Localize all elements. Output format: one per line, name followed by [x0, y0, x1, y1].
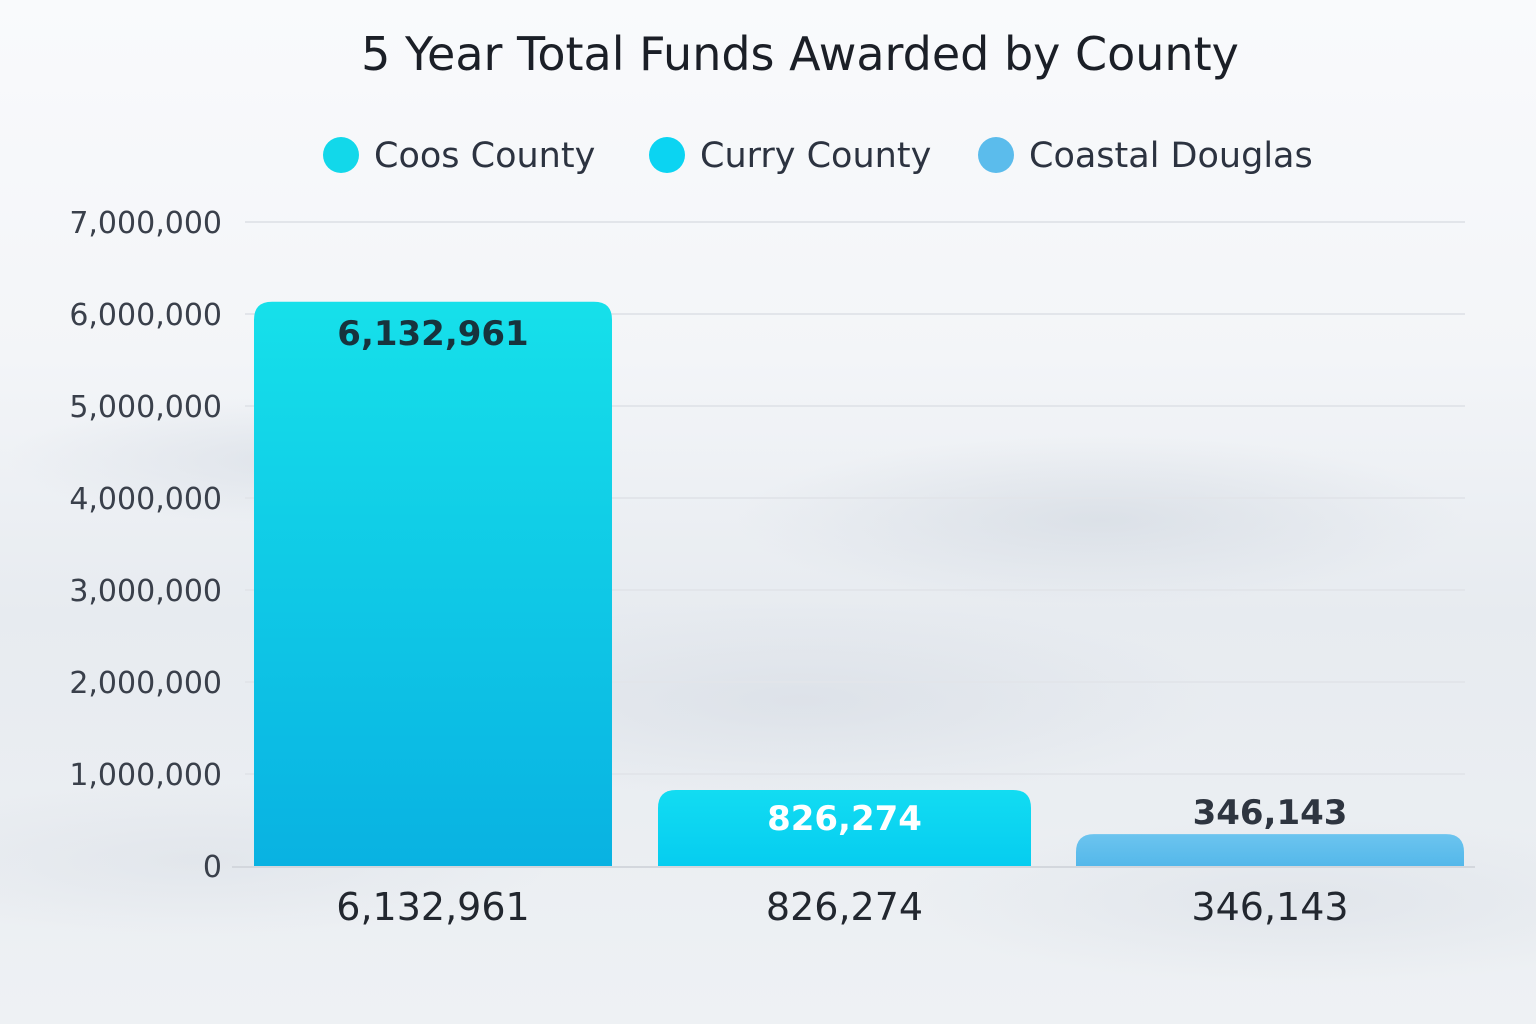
y-tick-label: 4,000,000 — [69, 482, 222, 517]
bar-1 — [254, 301, 612, 866]
y-tick-label: 3,000,000 — [69, 574, 222, 609]
legend-item-3: Coastal Douglas — [978, 136, 1313, 176]
y-tick-label: 2,000,000 — [69, 666, 222, 701]
legend-item-1: Coos County — [323, 136, 595, 176]
x-axis: 6,132,961 826,274 346,143 — [336, 885, 1348, 929]
y-tick-label: 0 — [203, 850, 222, 885]
x-category-label: 826,274 — [766, 885, 923, 929]
x-category-label: 6,132,961 — [336, 885, 529, 929]
x-category-label: 346,143 — [1191, 885, 1348, 929]
data-label: 346,143 — [1193, 793, 1348, 833]
y-tick-label: 1,000,000 — [69, 758, 222, 793]
legend-label: Curry County — [700, 136, 931, 176]
legend-label: Coos County — [374, 136, 595, 176]
bar-2 — [658, 789, 1031, 866]
data-label: 826,274 — [767, 799, 922, 839]
y-tick-label: 5,000,000 — [69, 390, 222, 425]
legend-swatch — [978, 137, 1014, 173]
y-tick-label: 7,000,000 — [69, 206, 222, 241]
legend: Coos County Curry County Coastal Douglas — [323, 136, 1313, 176]
y-axis: 0 1,000,000 2,000,000 3,000,000 4,000,000 5,0… — [69, 206, 1475, 885]
legend-label: Coastal Douglas — [1029, 136, 1313, 176]
legend-swatch — [649, 137, 685, 173]
legend-item-2: Curry County — [649, 136, 931, 176]
y-tick-label: 6,000,000 — [69, 298, 222, 333]
legend-swatch — [323, 137, 359, 173]
bars: 6,132,961 826,274 346,143 — [254, 301, 1464, 866]
data-label: 6,132,961 — [337, 314, 528, 354]
bar-3 — [1076, 834, 1464, 866]
chart-title: 5 Year Total Funds Awarded by County — [361, 27, 1239, 81]
